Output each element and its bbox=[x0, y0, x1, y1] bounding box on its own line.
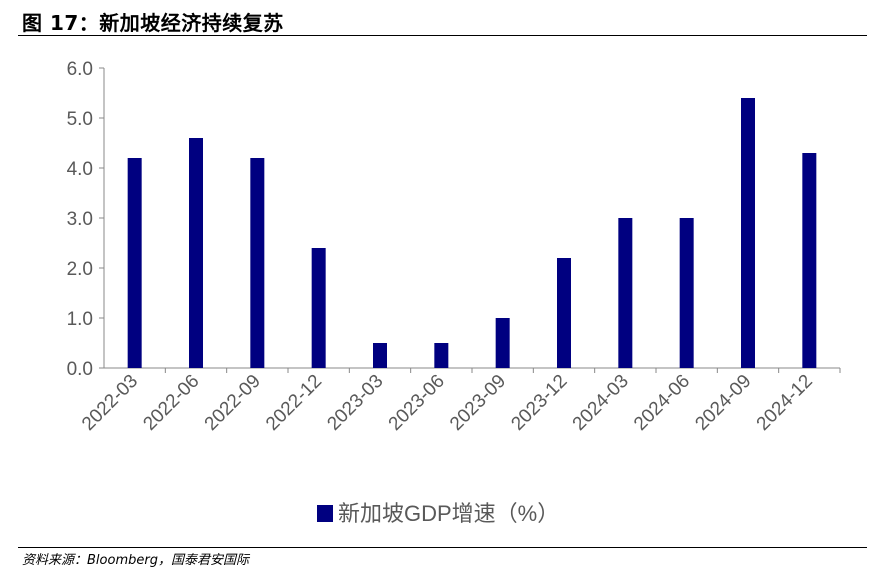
y-tick-label: 1.0 bbox=[67, 309, 93, 330]
x-tick-label: 2022-12 bbox=[262, 371, 326, 435]
y-tick-label: 4.0 bbox=[67, 159, 93, 180]
bar bbox=[373, 343, 387, 368]
legend-swatch bbox=[317, 505, 333, 522]
x-tick-label: 2024-03 bbox=[569, 371, 633, 435]
bar bbox=[802, 153, 817, 368]
x-tick-label: 2023-09 bbox=[446, 371, 510, 435]
title-divider bbox=[18, 35, 867, 36]
source-note: 资料来源：Bloomberg，国泰君安国际 bbox=[22, 553, 249, 568]
x-tick-label: 2024-09 bbox=[691, 371, 755, 435]
x-tick-label: 2024-06 bbox=[630, 371, 694, 435]
bar bbox=[250, 158, 265, 368]
x-tick-label: 2023-03 bbox=[323, 371, 387, 435]
bar bbox=[557, 258, 571, 368]
x-tick-label: 2024-12 bbox=[753, 371, 817, 435]
y-tick-label: 3.0 bbox=[67, 209, 93, 230]
bar bbox=[189, 138, 203, 368]
bar bbox=[618, 218, 633, 368]
y-tick-label: 2.0 bbox=[67, 259, 93, 280]
legend-label: 新加坡GDP增速（%） bbox=[338, 501, 559, 526]
chart-area: 0.0 1.0 2.0 3.0 4.0 5.0 6.0 2022-03 2022-06 2022… bbox=[0, 36, 875, 544]
bar bbox=[127, 158, 142, 368]
x-tick-label: 2022-09 bbox=[201, 371, 265, 435]
bar bbox=[679, 218, 694, 368]
x-tick-label: 2022-06 bbox=[139, 371, 203, 435]
bar-chart: 0.01.02.03.04.05.06.0 2022-032022-062022… bbox=[67, 59, 841, 526]
footer-divider bbox=[18, 547, 867, 548]
page-title: 图 17：新加坡经济持续复苏 bbox=[22, 11, 284, 35]
y-tick-label: 6.0 bbox=[67, 59, 93, 80]
bar bbox=[434, 343, 449, 368]
y-axis: 0.0 1.0 2.0 3.0 4.0 5.0 6.0 bbox=[67, 59, 105, 380]
bar bbox=[741, 98, 755, 368]
x-axis: 2022-032022-062022-092022-122023-032023-… bbox=[78, 367, 841, 435]
bar bbox=[495, 318, 510, 368]
y-tick-label: 0.0 bbox=[67, 359, 93, 380]
bar-series bbox=[127, 98, 817, 368]
x-tick-label: 2023-06 bbox=[385, 371, 449, 435]
x-tick-label: 2022-03 bbox=[78, 371, 142, 435]
y-tick-label: 5.0 bbox=[67, 109, 93, 130]
x-tick-label: 2023-12 bbox=[507, 371, 571, 435]
bar bbox=[311, 248, 326, 368]
legend: 新加坡GDP增速（%） bbox=[317, 501, 559, 526]
